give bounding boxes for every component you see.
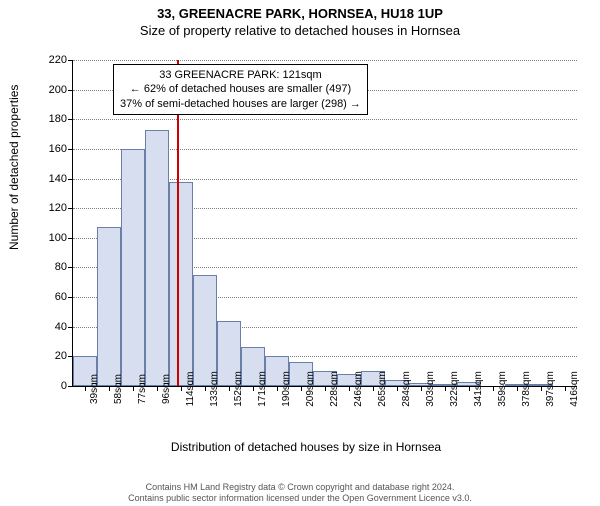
y-tick-label: 0 [39,380,67,392]
footer-line-1: Contains HM Land Registry data © Crown c… [0,482,600,493]
x-tick [349,386,350,391]
y-tick [68,327,73,328]
x-tick [397,386,398,391]
y-tick [68,119,73,120]
y-tick-label: 120 [39,202,67,214]
x-tick [181,386,182,391]
x-tick-label: 397sqm [545,371,556,407]
x-tick [277,386,278,391]
chart-container: Number of detached properties 0204060801… [26,50,586,450]
x-tick [565,386,566,391]
y-tick [68,60,73,61]
bar [97,227,121,386]
y-tick-label: 40 [39,321,67,333]
y-axis-label: Number of detached properties [7,85,21,250]
x-tick-label: 416sqm [569,371,580,407]
y-tick [68,386,73,387]
x-tick-label: 378sqm [521,371,532,407]
y-tick-label: 80 [39,261,67,273]
info-line-2: ← 62% of detached houses are smaller (49… [120,82,361,96]
x-tick [205,386,206,391]
x-tick [301,386,302,391]
bar [193,275,217,386]
info-line-3: 37% of semi-detached houses are larger (… [120,97,361,111]
bar [121,149,145,386]
x-tick [253,386,254,391]
x-tick [541,386,542,391]
footer: Contains HM Land Registry data © Crown c… [0,482,600,504]
x-tick-label: 303sqm [425,371,436,407]
plot-area: 02040608010012014016018020022039sqm58sqm… [72,60,577,387]
x-tick [109,386,110,391]
info-box: 33 GREENACRE PARK: 121sqm ← 62% of detac… [113,64,368,115]
y-tick-label: 180 [39,113,67,125]
x-tick [133,386,134,391]
y-tick [68,267,73,268]
gridline [73,60,577,61]
gridline [73,119,577,120]
x-tick-label: 265sqm [377,371,388,407]
bar [145,130,169,386]
title-sub: Size of property relative to detached ho… [0,23,600,38]
y-tick-label: 20 [39,350,67,362]
bar [169,182,193,386]
y-tick-label: 100 [39,232,67,244]
x-tick [445,386,446,391]
x-tick [517,386,518,391]
x-tick [469,386,470,391]
y-tick-label: 160 [39,143,67,155]
footer-line-2: Contains public sector information licen… [0,493,600,504]
x-tick [493,386,494,391]
x-axis-label: Distribution of detached houses by size … [26,440,586,454]
x-tick [325,386,326,391]
info-line-1: 33 GREENACRE PARK: 121sqm [120,68,361,82]
x-tick-label: 284sqm [401,371,412,407]
x-tick [85,386,86,391]
x-tick [421,386,422,391]
y-tick [68,90,73,91]
y-tick [68,238,73,239]
x-tick-label: 322sqm [449,371,460,407]
title-main: 33, GREENACRE PARK, HORNSEA, HU18 1UP [0,6,600,21]
x-tick-label: 341sqm [473,371,484,407]
y-tick-label: 60 [39,291,67,303]
y-tick-label: 220 [39,54,67,66]
y-tick [68,208,73,209]
y-tick [68,149,73,150]
y-tick [68,297,73,298]
y-tick-label: 140 [39,173,67,185]
x-tick [157,386,158,391]
x-tick [373,386,374,391]
y-tick [68,179,73,180]
x-tick [229,386,230,391]
x-tick-label: 359sqm [497,371,508,407]
y-tick-label: 200 [39,84,67,96]
